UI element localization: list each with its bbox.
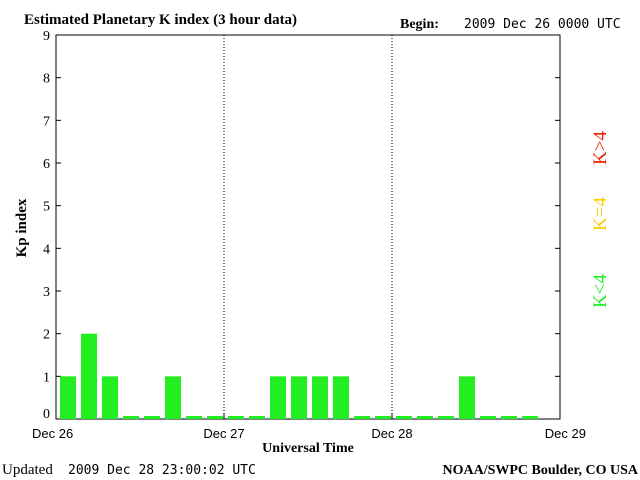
plot-frame bbox=[55, 34, 561, 420]
chart-title: Estimated Planetary K index (3 hour data… bbox=[24, 12, 297, 28]
kp-bar bbox=[186, 416, 202, 419]
begin-label: Begin: bbox=[400, 17, 439, 32]
kp-bar bbox=[417, 416, 433, 419]
kp-bar bbox=[375, 416, 391, 419]
updated-value: 2009 Dec 28 23:00:02 UTC bbox=[68, 463, 256, 478]
kp-bar bbox=[270, 376, 286, 419]
kp-bar bbox=[459, 376, 475, 419]
legend-k-less-4: K<4 bbox=[590, 274, 611, 308]
kp-bar bbox=[354, 416, 370, 419]
y-tick-label: 2 bbox=[43, 328, 50, 343]
kp-bar bbox=[312, 376, 328, 419]
y-tick-label: 3 bbox=[43, 285, 50, 300]
x-axis-label: Universal Time bbox=[262, 441, 354, 456]
begin-value: 2009 Dec 26 0000 UTC bbox=[464, 17, 621, 32]
kp-bar bbox=[60, 376, 76, 419]
y-tick-label: 4 bbox=[43, 242, 50, 257]
kp-bar bbox=[123, 416, 139, 419]
kp-bar bbox=[81, 333, 97, 419]
y-axis-label: Kp index bbox=[14, 198, 30, 257]
kp-bar bbox=[291, 376, 307, 419]
kp-bar bbox=[144, 416, 160, 419]
y-axis-ticks: 0 1 2 3 4 5 6 7 8 9 bbox=[43, 29, 560, 422]
day-separator-lines bbox=[223, 35, 393, 419]
kp-bar bbox=[396, 416, 412, 419]
kp-bar bbox=[333, 376, 349, 419]
kp-bar bbox=[438, 416, 454, 419]
kp-bar bbox=[249, 416, 265, 419]
y-tick-label: 7 bbox=[43, 114, 50, 129]
y-tick-label: 8 bbox=[43, 72, 50, 87]
updated-label: Updated bbox=[2, 462, 53, 478]
x-tick-label: Dec 26 bbox=[32, 426, 73, 441]
kp-bar bbox=[165, 376, 181, 419]
kp-bars bbox=[60, 333, 538, 419]
x-tick-label: Dec 27 bbox=[203, 426, 244, 441]
source-credit: NOAA/SWPC Boulder, CO USA bbox=[442, 463, 638, 478]
x-tick-label: Dec 28 bbox=[371, 426, 412, 441]
legend-k-greater-4: K>4 bbox=[590, 131, 611, 165]
y-tick-label: 6 bbox=[43, 157, 50, 172]
kp-bar bbox=[501, 416, 517, 419]
kp-bar bbox=[228, 416, 244, 419]
x-tick-label: Dec 29 bbox=[545, 426, 586, 441]
kp-bar bbox=[480, 416, 496, 419]
y-tick-label: 5 bbox=[43, 200, 50, 215]
y-tick-label: 1 bbox=[43, 370, 50, 385]
kp-bar bbox=[522, 416, 538, 419]
y-tick-label: 0 bbox=[43, 407, 50, 422]
x-axis-ticks: Dec 26 Dec 27 Dec 28 Dec 29 bbox=[32, 414, 586, 441]
kp-bar bbox=[102, 376, 118, 419]
kp-bar bbox=[207, 416, 223, 419]
y-tick-label: 9 bbox=[43, 29, 50, 44]
legend-k-equal-4: K=4 bbox=[590, 197, 611, 231]
